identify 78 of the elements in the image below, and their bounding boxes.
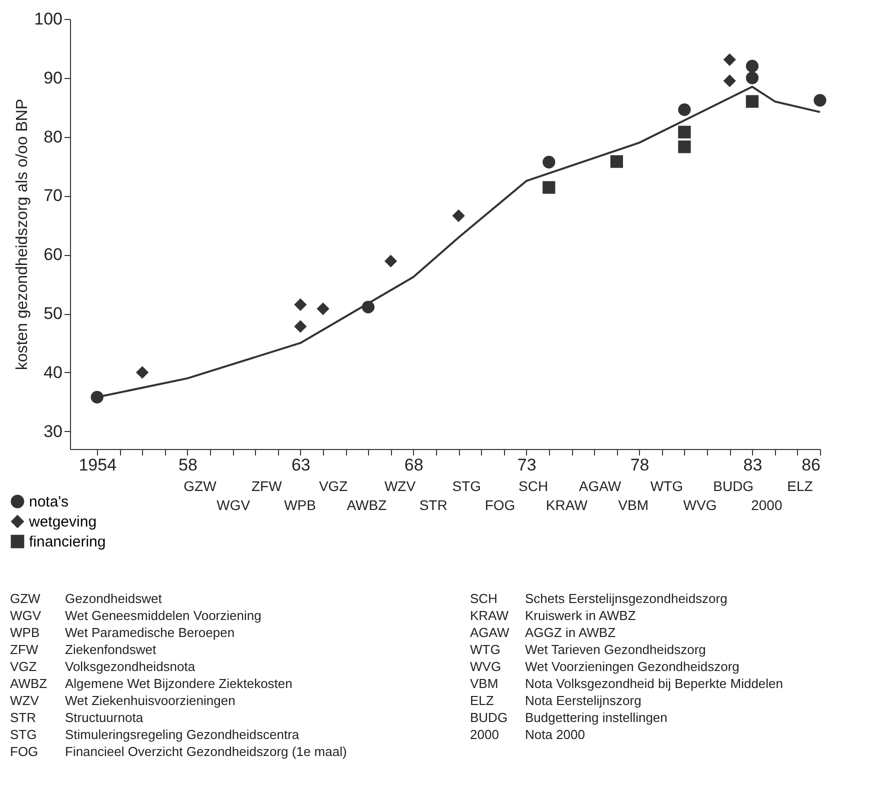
text: GZW Gezondheidswet bbox=[10, 591, 162, 606]
x-tick-label: 63 bbox=[291, 456, 310, 474]
y-tick-label: 100 bbox=[34, 10, 62, 28]
x-tick-label: 83 bbox=[743, 456, 762, 474]
point bbox=[678, 140, 691, 154]
text: SCH bbox=[518, 478, 548, 494]
text: WTG Wet Tarieven Gezondheidszorg bbox=[470, 642, 706, 657]
point bbox=[362, 300, 375, 314]
text: ELZ Nota Eerstelijnszorg bbox=[470, 693, 642, 708]
x-tick-label: 86 bbox=[802, 456, 820, 474]
x-tick-label: 58 bbox=[178, 456, 198, 474]
text: SCH Schets Eerstelijnsgezondheidszorg bbox=[470, 591, 728, 606]
text: AGAW AGGZ in AWBZ bbox=[470, 625, 616, 640]
text: FOG bbox=[484, 497, 516, 513]
text: STG bbox=[452, 478, 482, 494]
text: ELZ bbox=[787, 478, 814, 494]
text: WVG Wet Voorzieningen Gezondheidszorg bbox=[470, 659, 740, 674]
text: STR bbox=[419, 497, 448, 513]
y-tick-label: 90 bbox=[44, 68, 62, 88]
point bbox=[746, 72, 759, 84]
text: WTG bbox=[650, 478, 683, 494]
text: AWBZ Algemene Wet Bijzondere Ziektekosten bbox=[10, 676, 292, 691]
x-tick-label: 1954 bbox=[78, 456, 117, 474]
text: BUDG Budgettering instellingen bbox=[470, 710, 668, 725]
point bbox=[723, 74, 736, 88]
text: WZV Wet Ziekenhuisvoorzieningen bbox=[10, 693, 236, 708]
y-tick-label: 40 bbox=[44, 362, 62, 382]
text: WGV bbox=[216, 497, 251, 513]
point bbox=[746, 95, 759, 108]
text: 2000 Nota 2000 bbox=[470, 727, 585, 742]
point bbox=[723, 53, 736, 66]
legend-label: financiering bbox=[29, 534, 106, 550]
y-tick-label: 70 bbox=[44, 186, 62, 206]
text: 2000 bbox=[751, 497, 782, 513]
text: VGZ bbox=[318, 478, 348, 494]
text: KRAW bbox=[546, 497, 588, 513]
y-tick-label: 60 bbox=[44, 245, 62, 264]
point bbox=[136, 366, 149, 379]
text: AGAW bbox=[578, 478, 622, 494]
text: WGV Wet Geneesmiddelen Voorziening bbox=[10, 608, 262, 623]
point bbox=[294, 298, 307, 312]
text: VBM Nota Volksgezondheid bij Beperkte Middelen bbox=[470, 676, 784, 691]
text: VGZ Volksgezondheidsnota bbox=[10, 659, 196, 674]
x-tick-label: 78 bbox=[630, 456, 650, 474]
point bbox=[610, 155, 624, 168]
text: ZFW bbox=[252, 478, 283, 494]
point bbox=[746, 60, 759, 72]
text: VBM bbox=[618, 497, 649, 513]
text: ZFW Ziekenfondswet bbox=[10, 642, 156, 657]
point bbox=[814, 94, 826, 107]
text: STR Structuurnota bbox=[10, 710, 144, 725]
text: WZV bbox=[384, 478, 416, 494]
y-tick-label: 50 bbox=[44, 304, 62, 324]
x-tick-label: 68 bbox=[404, 456, 424, 474]
point bbox=[294, 320, 307, 333]
text: BUDG bbox=[713, 478, 754, 494]
legend-label: wetgeving bbox=[28, 514, 97, 530]
text: WVG bbox=[683, 497, 717, 513]
point bbox=[678, 103, 691, 116]
legend-label: nota's bbox=[29, 494, 69, 510]
y-tick-label: 30 bbox=[44, 422, 62, 441]
point bbox=[542, 181, 556, 194]
point bbox=[316, 302, 330, 316]
text: WPB bbox=[284, 497, 316, 513]
text: KRAW Kruiswerk in AWBZ bbox=[470, 608, 636, 623]
text: AWBZ bbox=[346, 497, 388, 513]
point bbox=[384, 254, 398, 268]
text: FOG Financieel Overzicht Gezondheidszorg (1e maal) bbox=[10, 744, 347, 759]
point bbox=[678, 126, 691, 138]
text: WPB Wet Paramedische Beroepen bbox=[10, 625, 235, 640]
point bbox=[542, 156, 556, 168]
point bbox=[452, 209, 465, 222]
text: GZW bbox=[184, 478, 218, 494]
y-tick-label: 80 bbox=[44, 127, 62, 146]
x-tick-label: 73 bbox=[517, 456, 536, 474]
point bbox=[90, 390, 104, 404]
text: STG Stimuleringsregeling Gezondheidscentra bbox=[10, 727, 300, 742]
y-axis-title: kosten gezondheidszorg als o/oo BNP bbox=[14, 98, 32, 370]
